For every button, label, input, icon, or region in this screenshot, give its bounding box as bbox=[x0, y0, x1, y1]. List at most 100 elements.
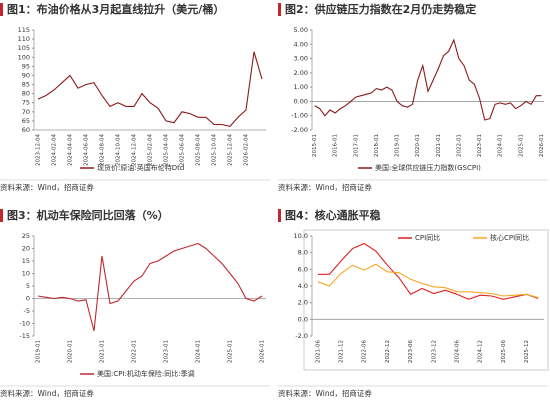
x-tick-label: 2025-06-04 bbox=[180, 134, 186, 166]
legend-label: 美国:CPI:机动车保险:同比:季调 bbox=[97, 369, 195, 378]
x-tick-label: 2018-01 bbox=[374, 134, 380, 157]
x-tick-label: 2020-01 bbox=[415, 134, 421, 157]
y-tick-label: 105 bbox=[18, 44, 30, 52]
y-tick-label: 6.0 bbox=[298, 265, 308, 273]
legend-label: 现货价:原油:英国布伦特Dtd bbox=[97, 163, 184, 172]
x-tick-label: 2022-06 bbox=[362, 340, 368, 363]
x-tick-label: 2026-01 bbox=[539, 134, 545, 157]
y-tick-label: 20 bbox=[22, 245, 30, 253]
x-tick-label: 2025-04-04 bbox=[164, 134, 170, 166]
y-tick-label: 90 bbox=[22, 71, 30, 79]
y-tick-label: 25 bbox=[22, 232, 30, 240]
chart-title: 图2：供应链压力指数在2月仍走势稳定 bbox=[285, 2, 476, 16]
x-tick-label: 2024-01 bbox=[498, 134, 504, 157]
x-tick-label: 2021-12 bbox=[339, 340, 345, 363]
x-tick-label: 2026-02-04 bbox=[244, 134, 250, 166]
x-tick-label: 2020-01 bbox=[68, 340, 74, 363]
data-line bbox=[314, 38, 542, 121]
x-tick-label: 2017-01 bbox=[353, 134, 359, 157]
y-tick-label: -2.00 bbox=[291, 126, 308, 134]
legend-label: 核心CPI同比 bbox=[490, 233, 529, 242]
x-tick-label: 2021-06 bbox=[315, 340, 321, 363]
x-tick-label: 2024-06-04 bbox=[84, 134, 90, 166]
y-tick-label: 10.0 bbox=[294, 232, 308, 240]
y-tick-label: -10 bbox=[19, 320, 30, 328]
x-tick-label: 2021-01 bbox=[436, 134, 442, 157]
y-tick-label: 70 bbox=[22, 108, 30, 116]
y-tick-label: 75 bbox=[22, 99, 30, 107]
x-tick-label: 2023-06 bbox=[408, 340, 414, 363]
x-tick-label: 2023-12 bbox=[431, 340, 437, 363]
x-tick-label: 2021-01 bbox=[100, 340, 106, 363]
y-tick-label: 1.00 bbox=[294, 83, 308, 91]
x-tick-label: 2025-06 bbox=[501, 340, 507, 363]
legend-label: 美国:全球供应链压力指数(GSCPI) bbox=[375, 163, 481, 172]
y-tick-label: 65 bbox=[22, 117, 30, 125]
y-tick-label: 0.0 bbox=[298, 315, 308, 323]
legend-label: CPI同比 bbox=[415, 233, 440, 242]
y-tick-label: 0 bbox=[26, 295, 30, 303]
x-tick-label: 2015-01 bbox=[312, 134, 318, 157]
x-tick-label: 2024-12-04 bbox=[132, 134, 138, 166]
y-tick-label: 60 bbox=[22, 126, 30, 134]
x-tick-label: 2016-01 bbox=[333, 134, 339, 157]
source-note: 资料来源：Wind，招商证券 bbox=[0, 388, 94, 398]
y-tick-label: -15 bbox=[19, 332, 30, 340]
x-tick-label: 2019-01 bbox=[36, 340, 42, 363]
x-tick-label: 2022-12 bbox=[385, 340, 391, 363]
x-tick-label: 2022-01 bbox=[132, 340, 138, 363]
x-tick-label: 2024-01 bbox=[196, 340, 202, 363]
x-tick-label: 2023-01 bbox=[477, 134, 483, 157]
source-note: 资料来源：Wind，招商证券 bbox=[278, 388, 372, 398]
x-tick-label: 2025-10-04 bbox=[212, 134, 218, 166]
x-tick-label: 2024-04-04 bbox=[68, 134, 74, 166]
y-tick-label: 5.00 bbox=[294, 26, 308, 34]
y-tick-label: 8.0 bbox=[298, 249, 308, 257]
y-tick-label: 4.0 bbox=[298, 282, 308, 290]
y-tick-label: 100 bbox=[18, 53, 30, 61]
y-tick-label: 80 bbox=[22, 90, 30, 98]
data-line bbox=[37, 51, 263, 128]
source-note: 资料来源：Wind，招商证券 bbox=[278, 182, 372, 192]
title-marker bbox=[0, 3, 3, 16]
y-tick-label: 85 bbox=[22, 81, 30, 89]
x-tick-label: 2024-06 bbox=[455, 340, 461, 363]
y-tick-label: -1.00 bbox=[291, 112, 308, 120]
plot-frame bbox=[303, 229, 549, 371]
data-line bbox=[317, 242, 539, 300]
data-line bbox=[37, 242, 263, 332]
x-tick-label: 2024-12 bbox=[478, 340, 484, 363]
x-tick-label: 2025-12 bbox=[524, 340, 530, 363]
y-tick-label: 10 bbox=[22, 270, 30, 278]
y-tick-label: 5 bbox=[26, 282, 30, 290]
chart-title: 图1：布油价格从3月起直线拉升（美元/桶） bbox=[7, 2, 224, 16]
source-note: 资料来源：Wind，招商证券 bbox=[0, 182, 94, 192]
chart-title: 图3：机动车保险同比回落（%） bbox=[7, 208, 169, 222]
x-tick-label: 2026-01 bbox=[260, 340, 266, 363]
x-tick-label: 2024-02-04 bbox=[52, 134, 58, 166]
y-tick-label: 2.0 bbox=[298, 299, 308, 307]
x-tick-label: 2019-01 bbox=[395, 134, 401, 157]
x-tick-label: 2025-01 bbox=[518, 134, 524, 157]
title-marker bbox=[0, 209, 3, 222]
title-marker bbox=[278, 209, 281, 222]
chart-title: 图4：核心通胀平稳 bbox=[285, 208, 381, 222]
x-tick-label: 2025-08-04 bbox=[196, 134, 202, 166]
y-tick-label: 115 bbox=[18, 26, 30, 34]
y-tick-label: 95 bbox=[22, 62, 30, 70]
x-tick-label: 2023-01 bbox=[164, 340, 170, 363]
x-tick-label: 2024-08-04 bbox=[100, 134, 106, 166]
title-marker bbox=[278, 3, 281, 16]
y-tick-label: 4.00 bbox=[294, 40, 308, 48]
data-line bbox=[317, 263, 539, 299]
y-tick-label: -5 bbox=[24, 307, 30, 315]
x-tick-label: 2022-01 bbox=[456, 134, 462, 157]
y-tick-label: 110 bbox=[18, 35, 30, 43]
y-tick-label: 3.00 bbox=[294, 55, 308, 63]
y-tick-label: 15 bbox=[22, 257, 30, 265]
y-tick-label: 0.00 bbox=[294, 97, 308, 105]
x-tick-label: 2023-12-04 bbox=[36, 134, 42, 166]
x-tick-label: 2024-10-04 bbox=[116, 134, 122, 166]
x-tick-label: 2025-12-04 bbox=[228, 134, 234, 166]
